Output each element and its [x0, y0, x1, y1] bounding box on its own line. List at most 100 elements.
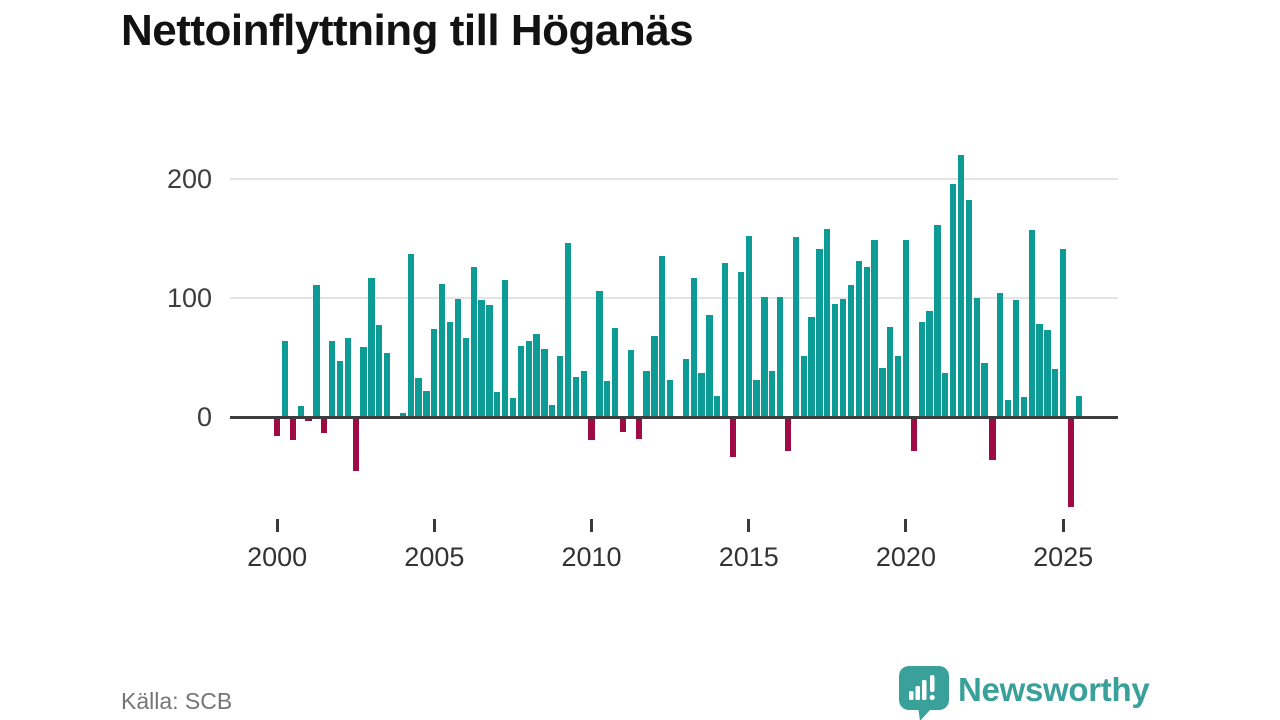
- bar: [1060, 249, 1067, 417]
- bar: [981, 363, 988, 417]
- bar: [879, 368, 886, 417]
- bar: [376, 325, 383, 417]
- newsworthy-logo: Newsworthy: [898, 663, 1178, 720]
- bar: [423, 390, 430, 417]
- bar: [745, 236, 752, 417]
- x-axis-label-2005: 2005: [404, 542, 465, 572]
- bar: [462, 338, 469, 417]
- bar: [698, 372, 705, 417]
- bar: [635, 418, 642, 439]
- bar: [604, 381, 611, 417]
- bar: [549, 405, 556, 417]
- x-tick-2025: [1061, 519, 1065, 532]
- bar: [619, 418, 627, 432]
- bar: [777, 296, 784, 417]
- bar: [706, 314, 713, 417]
- bar: [997, 293, 1004, 417]
- bar: [1036, 324, 1043, 417]
- bar: [1067, 418, 1075, 507]
- bar: [871, 239, 878, 417]
- bar: [360, 346, 367, 417]
- bar: [942, 372, 949, 417]
- bar: [1004, 400, 1012, 417]
- bar: [737, 271, 745, 417]
- bar: [368, 277, 375, 417]
- bar: [855, 261, 862, 417]
- logo-exclamation-stem: [930, 675, 935, 692]
- bar: [533, 333, 540, 417]
- bar: [501, 280, 509, 417]
- bar: [329, 340, 336, 417]
- bar: [800, 356, 807, 417]
- bar: [761, 296, 768, 417]
- bar: [494, 392, 501, 417]
- bar: [949, 183, 957, 417]
- bar: [572, 376, 579, 417]
- bar: [643, 370, 650, 417]
- bar: [918, 321, 925, 417]
- bar: [321, 418, 328, 433]
- bar: [722, 263, 729, 417]
- bar: [729, 418, 737, 457]
- bar: [281, 340, 289, 417]
- bar: [446, 321, 454, 417]
- x-axis-line: [230, 415, 1118, 419]
- bar: [957, 155, 965, 417]
- bar: [588, 418, 595, 440]
- bar: [627, 350, 634, 417]
- bar: [431, 328, 438, 417]
- bar: [274, 418, 281, 437]
- bar: [486, 305, 493, 417]
- x-tick-2010: [590, 519, 594, 532]
- bar: [1052, 369, 1059, 417]
- bar: [415, 377, 422, 417]
- bar: [989, 418, 996, 461]
- bar: [753, 380, 760, 417]
- bar: [407, 253, 414, 417]
- bar: [289, 418, 297, 440]
- bar: [1012, 300, 1020, 417]
- bar: [926, 311, 933, 417]
- bar: [965, 200, 972, 417]
- bar: [352, 418, 359, 471]
- bar: [1044, 330, 1051, 417]
- bar: [297, 406, 304, 417]
- bar: [470, 267, 477, 417]
- x-tick-2015: [747, 519, 751, 532]
- x-tick-2000: [275, 519, 279, 532]
- bar: [690, 277, 697, 417]
- bar: [1020, 396, 1027, 417]
- bar: [439, 283, 446, 417]
- bar: [863, 267, 870, 417]
- bar: [682, 358, 690, 417]
- logo-bar-3: [922, 680, 927, 700]
- x-axis-label-2010: 2010: [561, 542, 622, 572]
- bar: [894, 356, 902, 417]
- bar: [973, 298, 980, 417]
- bar: [784, 418, 792, 451]
- y-axis-label-100: 100: [166, 283, 212, 313]
- x-axis-label-2025: 2025: [1033, 542, 1094, 572]
- x-tick-2005: [432, 519, 436, 532]
- gridline-100: [230, 297, 1118, 299]
- bar: [902, 239, 910, 417]
- bar: [478, 300, 485, 417]
- bar: [611, 327, 619, 417]
- bar: [887, 326, 894, 417]
- gridline-200: [230, 178, 1118, 180]
- bar: [808, 317, 815, 417]
- bar: [313, 284, 320, 417]
- bar: [934, 225, 941, 417]
- bar: [769, 370, 776, 417]
- bar: [344, 338, 352, 417]
- bar: [824, 228, 831, 417]
- bar: [651, 336, 658, 417]
- bar: [596, 290, 603, 417]
- speech-bubble-bar-chart-icon: [899, 666, 949, 720]
- x-axis-label-2015: 2015: [718, 542, 779, 572]
- source-note: Källa: SCB: [121, 688, 233, 714]
- bar: [399, 413, 407, 417]
- bar: [839, 299, 847, 417]
- bar: [336, 361, 344, 417]
- bar: [667, 380, 674, 417]
